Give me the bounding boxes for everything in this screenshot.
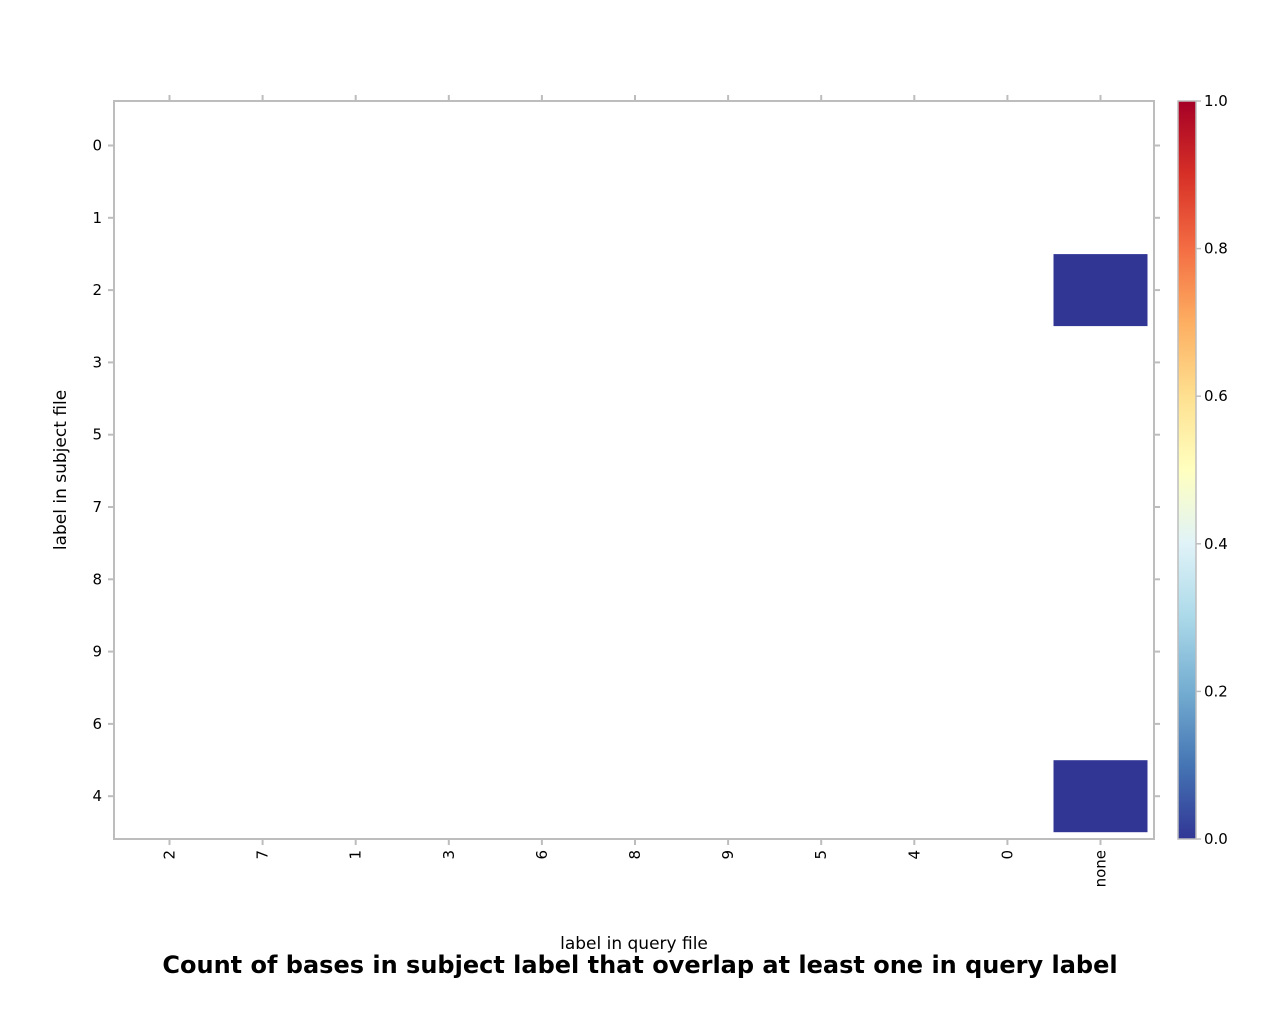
x-tick-label: 8 xyxy=(626,850,644,860)
y-tick-label: 3 xyxy=(92,353,102,371)
x-tick-label: 3 xyxy=(440,850,458,860)
x-axis: 2 7 1 3 6 8 9 5 4 0 none xyxy=(161,95,1110,887)
y-tick-label: 1 xyxy=(92,209,102,227)
colorbar-tick-label: 0.0 xyxy=(1204,830,1228,848)
y-tick-label: 6 xyxy=(92,715,102,733)
heatmap-cell xyxy=(1053,254,1148,327)
colorbar-axis: 0.0 0.2 0.4 0.6 0.8 1.0 xyxy=(1196,92,1228,848)
y-tick-label: 2 xyxy=(92,281,102,299)
plot-background xyxy=(114,101,1154,839)
heatmap-cell xyxy=(1053,760,1148,833)
x-tick-label: none xyxy=(1092,850,1110,887)
y-tick-label: 4 xyxy=(92,787,102,805)
colorbar-tick-label: 1.0 xyxy=(1204,92,1228,110)
colorbar-tick-label: 0.4 xyxy=(1204,535,1228,553)
x-axis-label: label in query file xyxy=(560,934,708,954)
colorbar-tick-label: 0.6 xyxy=(1204,387,1228,405)
cells-layer xyxy=(1053,254,1148,833)
x-tick-label: 4 xyxy=(905,850,923,860)
y-axis: 0 1 2 3 5 7 8 9 6 4 xyxy=(92,137,1160,805)
x-tick-label: 1 xyxy=(347,850,365,860)
y-tick-label: 5 xyxy=(92,426,102,444)
x-tick-label: 2 xyxy=(161,850,179,860)
y-tick-label: 0 xyxy=(92,137,102,155)
x-tick-label: 0 xyxy=(998,850,1016,860)
colorbar-tick-label: 0.8 xyxy=(1204,240,1228,258)
colorbar xyxy=(1177,100,1197,840)
chart-title: Count of bases in subject label that ove… xyxy=(162,951,1117,979)
x-tick-label: 9 xyxy=(719,850,737,860)
x-tick-label: 7 xyxy=(254,850,272,860)
y-tick-label: 7 xyxy=(92,498,102,516)
y-tick-label: 9 xyxy=(92,643,102,661)
x-tick-label: 6 xyxy=(533,850,551,860)
y-axis-label: label in subject file xyxy=(51,390,71,550)
x-tick-label: 5 xyxy=(812,850,830,860)
y-tick-label: 8 xyxy=(92,570,102,588)
colorbar-tick-label: 0.2 xyxy=(1204,682,1228,700)
